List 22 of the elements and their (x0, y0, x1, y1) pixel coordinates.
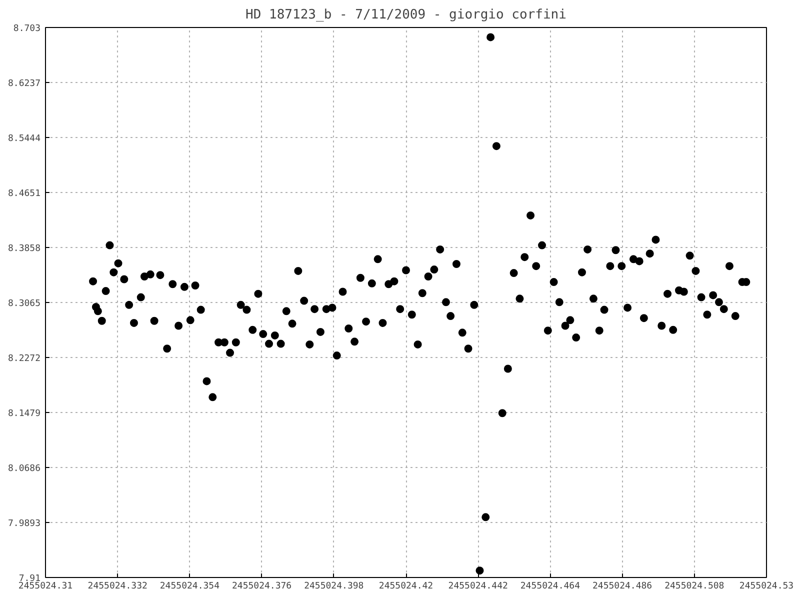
y-tick-label: 8.2272 (8, 354, 41, 364)
x-tick-label: 2455024.332 (88, 582, 148, 592)
y-tick-label: 8.3065 (8, 299, 41, 309)
chart-title: HD 187123_b - 7/11/2009 - giorgio corfini (246, 8, 566, 22)
x-tick-label: 2455024.53 (739, 582, 794, 592)
x-tick-label: 2455024.31 (18, 582, 73, 592)
x-tick-label: 2455024.464 (520, 582, 580, 592)
x-tick-label: 2455024.376 (232, 582, 292, 592)
x-tick-label: 2455024.486 (592, 582, 652, 592)
x-tick-label: 2455024.442 (448, 582, 508, 592)
y-tick-label: 8.1479 (8, 409, 41, 419)
y-tick-label: 8.703 (13, 24, 40, 34)
y-tick-label: 8.5444 (8, 134, 41, 144)
y-tick-label: 7.9893 (8, 519, 41, 529)
y-tick-label: 8.6237 (8, 79, 41, 89)
x-tick-label: 2455024.508 (664, 582, 724, 592)
y-tick-label: 8.4651 (8, 189, 41, 199)
y-tick-label: 8.3858 (8, 244, 41, 254)
x-tick-label: 2455024.398 (304, 582, 364, 592)
x-tick-label: 2455024.354 (160, 582, 220, 592)
y-tick-label: 8.0686 (8, 464, 41, 474)
x-tick-label: 2455024.42 (378, 582, 434, 592)
